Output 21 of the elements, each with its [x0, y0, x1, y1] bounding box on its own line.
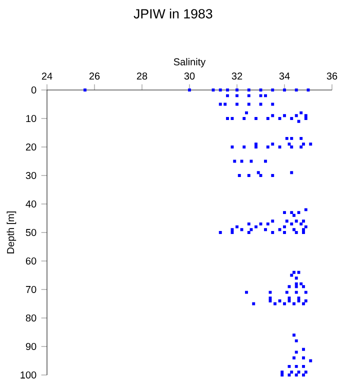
y-tick-label: 40 — [26, 200, 36, 208]
y-tick-label: 50 — [26, 228, 36, 236]
y-tick-label: 20 — [26, 143, 36, 151]
x-tick-label: 24 — [42, 72, 52, 80]
chart-title: JPIW in 1983 — [134, 8, 212, 18]
y-tick-label: 70 — [26, 286, 36, 294]
x-axis-title: Salinity — [174, 58, 206, 68]
x-tick-label: 34 — [279, 72, 290, 80]
y-tick-label: 0 — [31, 86, 36, 94]
y-tick-label: 10 — [26, 114, 36, 122]
x-tick-label: 30 — [184, 72, 195, 80]
y-axis-title: Depth [m] — [6, 212, 16, 254]
x-tick-label: 26 — [89, 72, 100, 80]
x-tick-label: 36 — [326, 72, 338, 80]
y-tick-label: 60 — [26, 257, 36, 265]
x-tick-label: 32 — [232, 72, 242, 80]
y-tick-label: 80 — [26, 314, 36, 322]
x-tick-label: 28 — [136, 72, 148, 80]
y-tick-label: 30 — [26, 172, 36, 180]
y-tick-label: 100 — [20, 371, 36, 379]
y-tick-label: 90 — [26, 342, 36, 350]
